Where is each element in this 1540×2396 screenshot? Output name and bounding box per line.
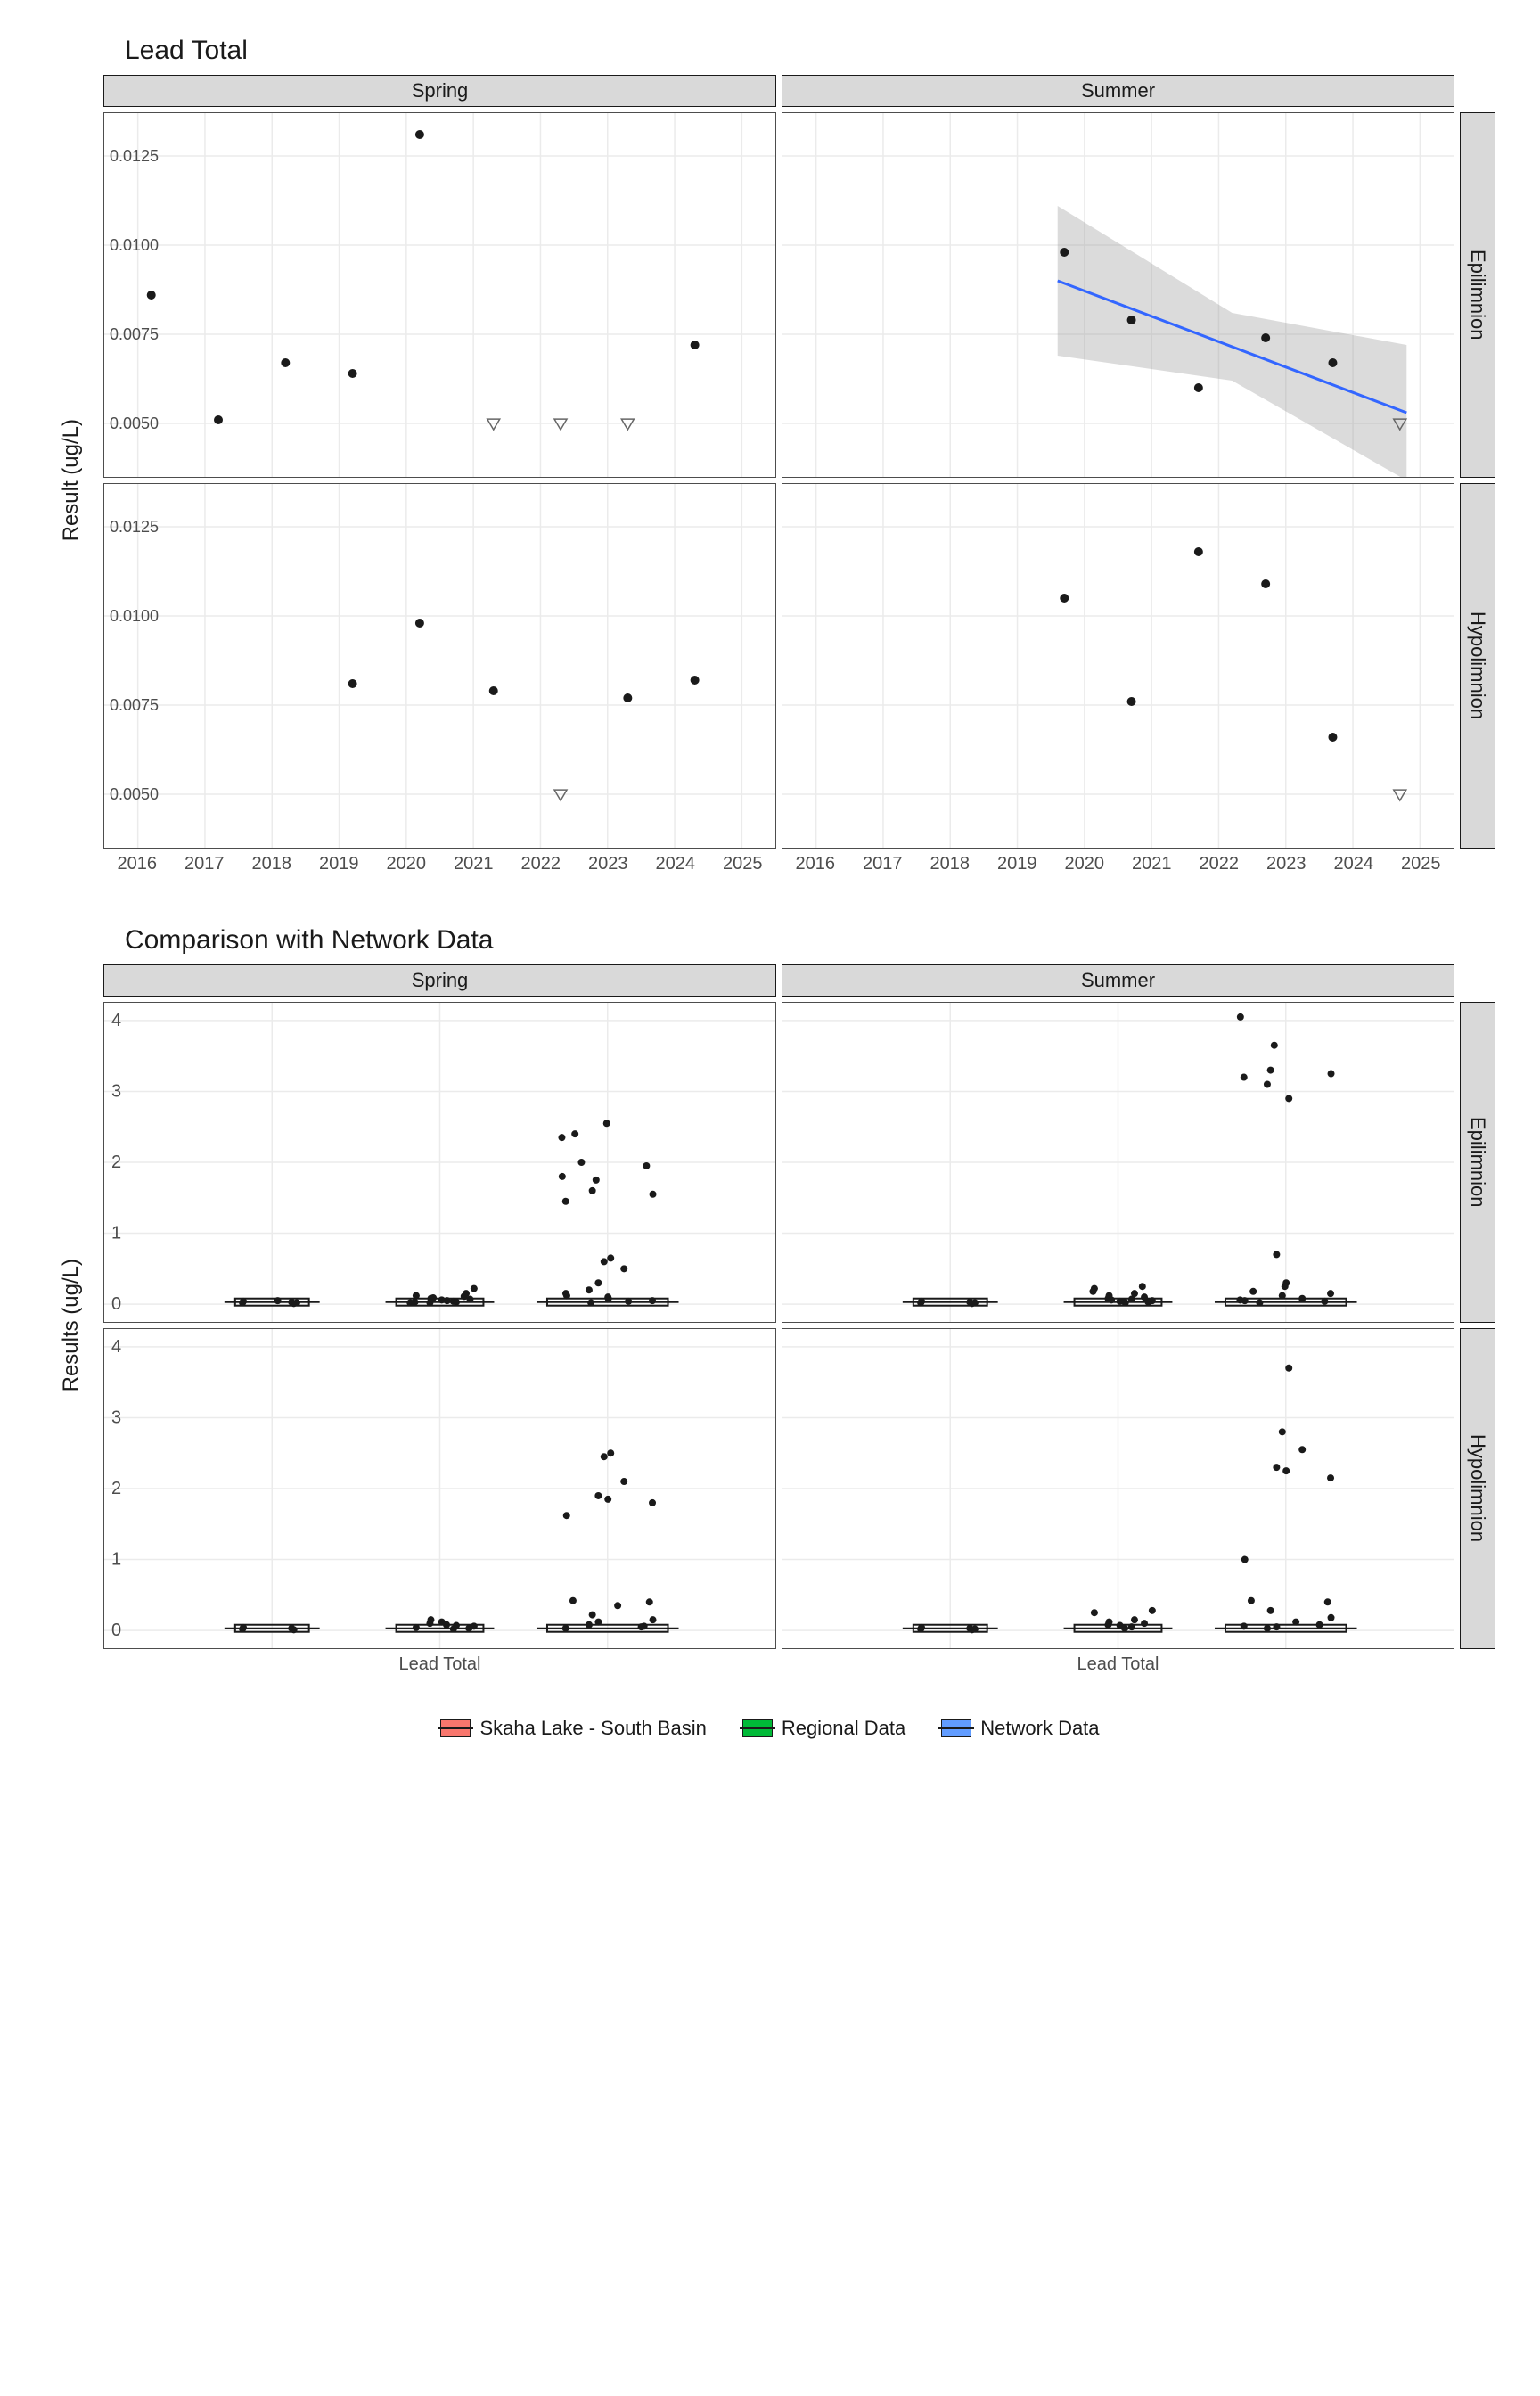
panel-spring-epi: 0.0050 0.0075 0.0100 0.0125 xyxy=(103,112,776,478)
svg-text:0.0075: 0.0075 xyxy=(110,696,159,714)
svg-text:0.0125: 0.0125 xyxy=(110,147,159,165)
svg-text:0.0050: 0.0050 xyxy=(110,414,159,432)
chart2-ylabel-wrap: Results (ug/L) xyxy=(45,1002,98,1649)
x-tick-label: Lead Total xyxy=(1077,1654,1159,1681)
chart1-ylabel: Result (ug/L) xyxy=(59,419,84,541)
chart1-grid: Result (ug/L) Spring Summer Epilimnion H… xyxy=(45,75,1495,881)
chart2-title: Comparison with Network Data xyxy=(125,925,1495,956)
svg-text:1: 1 xyxy=(111,1224,121,1243)
svg-text:3: 3 xyxy=(111,1081,121,1101)
x-tick-label: Lead Total xyxy=(399,1654,481,1681)
page-root: Lead Total Result (ug/L) Spring Summer E… xyxy=(0,0,1540,1776)
legend-swatch xyxy=(440,1719,471,1737)
legend-item: Regional Data xyxy=(742,1717,905,1740)
panel-summer-epi xyxy=(782,112,1454,478)
chart1-xaxis-1: 2016201720182019202020212022202320242025 xyxy=(103,854,776,881)
svg-text:3: 3 xyxy=(111,1407,121,1427)
chart2-xaxis-1: Lead Total xyxy=(103,1654,776,1681)
chart2-grid: Results (ug/L) Spring Summer Epilimnion … xyxy=(45,964,1495,1681)
legend-label: Skaha Lake - South Basin xyxy=(479,1717,706,1740)
svg-text:4: 4 xyxy=(111,1011,121,1030)
svg-text:0.0125: 0.0125 xyxy=(110,518,159,536)
chart1-ylabel-wrap: Result (ug/L) xyxy=(45,112,98,849)
spacer xyxy=(45,75,98,107)
strip-col-spring: Spring xyxy=(103,75,776,107)
svg-text:4: 4 xyxy=(111,1337,121,1357)
strip-col-summer: Summer xyxy=(782,75,1454,107)
chart1-xaxis-2: 2016201720182019202020212022202320242025 xyxy=(782,854,1454,881)
panel2-spring-hypo: 0 1 2 3 4 xyxy=(103,1328,776,1649)
legend: Skaha Lake - South Basin Regional Data Net… xyxy=(45,1717,1495,1740)
chart1-title: Lead Total xyxy=(125,36,1495,66)
legend-swatch xyxy=(742,1719,773,1737)
legend-label: Network Data xyxy=(980,1717,1099,1740)
chart2-xaxis-2: Lead Total xyxy=(782,1654,1454,1681)
panel-summer-hypo xyxy=(782,483,1454,849)
legend-item: Skaha Lake - South Basin xyxy=(440,1717,706,1740)
spacer xyxy=(1460,75,1495,107)
svg-text:0.0075: 0.0075 xyxy=(110,325,159,343)
svg-text:0: 0 xyxy=(111,1621,121,1640)
strip2-row-epi: Epilimnion xyxy=(1460,1002,1495,1323)
svg-text:0.0050: 0.0050 xyxy=(110,785,159,803)
panel2-summer-hypo xyxy=(782,1328,1454,1649)
spacer xyxy=(45,964,98,997)
svg-text:2: 2 xyxy=(111,1479,121,1498)
panel-spring-hypo: 0.0050 0.0075 0.0100 0.0125 xyxy=(103,483,776,849)
svg-text:0.0100: 0.0100 xyxy=(110,236,159,254)
panel2-summer-epi xyxy=(782,1002,1454,1323)
svg-text:1: 1 xyxy=(111,1550,121,1570)
strip2-col-spring: Spring xyxy=(103,964,776,997)
svg-text:0: 0 xyxy=(111,1294,121,1314)
chart2-ylabel: Results (ug/L) xyxy=(59,1259,84,1391)
strip2-row-hypo: Hypolimnion xyxy=(1460,1328,1495,1649)
legend-item: Network Data xyxy=(941,1717,1099,1740)
spacer xyxy=(1460,1654,1495,1681)
strip-row-epi: Epilimnion xyxy=(1460,112,1495,478)
strip-row-hypo: Hypolimnion xyxy=(1460,483,1495,849)
spacer xyxy=(1460,964,1495,997)
spacer xyxy=(1460,854,1495,881)
legend-swatch xyxy=(941,1719,971,1737)
strip2-col-summer: Summer xyxy=(782,964,1454,997)
panel2-spring-epi: 0 1 2 3 4 xyxy=(103,1002,776,1323)
svg-text:0.0100: 0.0100 xyxy=(110,607,159,625)
legend-label: Regional Data xyxy=(782,1717,905,1740)
svg-text:2: 2 xyxy=(111,1153,121,1172)
